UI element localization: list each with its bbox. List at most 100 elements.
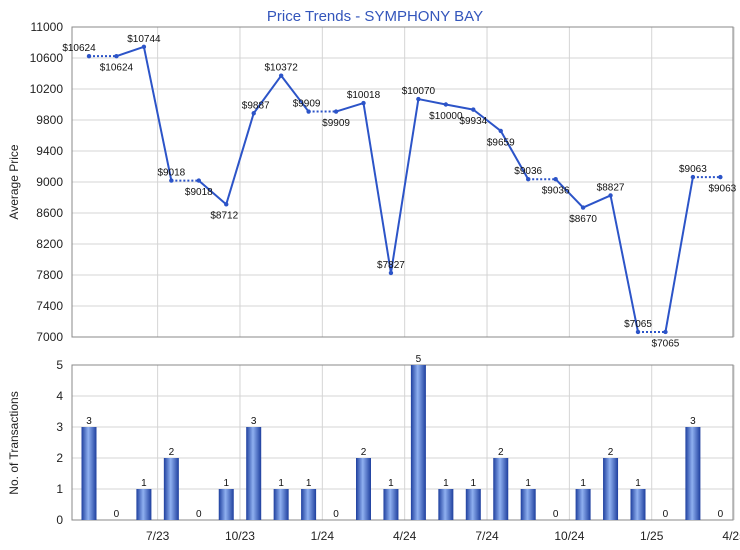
price-data-label: $9909 — [293, 99, 321, 110]
transactions-bar-label: 2 — [498, 447, 504, 458]
price-data-label: $7065 — [652, 338, 680, 349]
price-data-label: $7827 — [377, 260, 405, 271]
transactions-bar — [630, 489, 646, 520]
price-data-label: $8670 — [569, 214, 597, 225]
price-data-label: $10000 — [429, 111, 463, 122]
transactions-bar — [465, 489, 481, 520]
price-point — [361, 100, 366, 106]
price-data-label: $9036 — [514, 166, 542, 177]
transactions-bar — [575, 489, 591, 520]
price-point — [416, 96, 421, 102]
transactions-bar — [218, 489, 234, 520]
price-point — [278, 73, 284, 78]
price-data-label: $9018 — [185, 187, 213, 198]
price-y-tick-label: 11000 — [31, 20, 64, 34]
transactions-y-tick-label: 5 — [56, 358, 63, 372]
transactions-bar-label: 1 — [278, 478, 284, 489]
price-data-label: $9909 — [322, 118, 350, 129]
transactions-bar-label: 3 — [86, 416, 92, 427]
x-tick-label: 7/24 — [475, 529, 499, 543]
price-point — [526, 177, 531, 182]
x-tick-label: 4/25 — [722, 529, 740, 543]
price-point — [86, 53, 92, 59]
price-y-tick-label: 7400 — [36, 299, 63, 313]
price-line-segment — [664, 176, 694, 333]
x-tick-label: 1/25 — [640, 529, 664, 543]
transactions-bar-label: 1 — [580, 478, 586, 489]
transactions-bar — [438, 489, 454, 520]
price-point — [663, 329, 668, 335]
price-plot-frame — [71, 26, 734, 338]
transactions-bar — [81, 427, 97, 520]
chart-title: Price Trends - SYMPHONY BAY — [267, 8, 483, 25]
price-line-segment — [472, 108, 502, 132]
transactions-bar-label: 2 — [169, 447, 175, 458]
transactions-bar — [603, 458, 619, 520]
price-line-segment — [445, 103, 474, 111]
price-data-label: $9887 — [242, 100, 270, 111]
price-y-tick-label: 8600 — [36, 206, 63, 220]
transactions-y-tick-label: 4 — [56, 389, 63, 403]
transactions-bar-label: 0 — [663, 509, 669, 520]
transactions-bar-label: 1 — [141, 478, 147, 489]
transactions-bar-label: 1 — [635, 478, 641, 489]
price-data-label: $10070 — [402, 86, 436, 97]
price-point — [141, 44, 147, 50]
transactions-bar — [301, 489, 317, 520]
x-tick-label: 4/24 — [393, 529, 417, 543]
transactions-bar-label: 1 — [223, 478, 229, 489]
price-y-tick-label: 7800 — [36, 268, 63, 282]
price-data-label: $10018 — [347, 90, 381, 101]
transactions-bar-label: 1 — [443, 478, 449, 489]
transactions-bar-label: 1 — [306, 478, 312, 489]
price-point — [224, 202, 229, 207]
price-y-tick-label: 9400 — [36, 144, 63, 158]
price-line-segment — [362, 102, 392, 274]
price-point — [580, 205, 586, 210]
transactions-plot-frame — [71, 364, 734, 521]
x-tick-label: 7/23 — [146, 529, 170, 543]
price-y-axis-title: Average Price — [7, 144, 21, 219]
price-y-tick-label: 10200 — [30, 82, 64, 96]
transactions-bar-label: 2 — [361, 447, 367, 458]
price-point — [306, 109, 311, 114]
price-data-label: $10372 — [264, 63, 298, 74]
price-line-segment — [142, 46, 173, 181]
transactions-bar-label: 1 — [388, 478, 394, 489]
price-point — [443, 102, 449, 107]
price-point — [169, 178, 174, 183]
transactions-bar — [356, 458, 371, 520]
price-point — [471, 107, 476, 112]
price-data-label: $9659 — [487, 137, 515, 148]
transactions-bar-label: 0 — [196, 509, 202, 520]
price-y-tick-label: 7000 — [36, 330, 63, 344]
transactions-bar-label: 0 — [553, 509, 559, 520]
price-data-label: $10744 — [127, 34, 161, 45]
price-data-label: $8827 — [597, 182, 625, 193]
transactions-bar — [246, 427, 262, 520]
price-point — [388, 270, 394, 276]
transactions-y-tick-label: 3 — [56, 420, 63, 434]
price-line-segment — [280, 75, 310, 113]
transactions-bar-label: 3 — [690, 416, 696, 427]
price-point — [553, 177, 558, 182]
price-data-label: $8712 — [210, 211, 238, 222]
transactions-y-tick-label: 2 — [56, 451, 63, 465]
transactions-bar-label: 0 — [114, 509, 120, 520]
price-line-segment — [389, 98, 420, 274]
transactions-bar-label: 0 — [333, 509, 339, 520]
price-line-segment — [335, 102, 364, 113]
transactions-bar — [685, 427, 701, 520]
price-line-segment — [499, 130, 530, 180]
price-data-label: $9063 — [708, 184, 736, 195]
transactions-bar — [273, 489, 289, 520]
price-line-segment — [418, 98, 447, 106]
transactions-bar — [410, 365, 426, 520]
transactions-bar — [493, 458, 509, 520]
price-point — [608, 193, 613, 198]
price-point — [635, 329, 641, 335]
transactions-bar-label: 0 — [718, 509, 724, 520]
price-data-label: $9934 — [459, 116, 487, 127]
price-data-label: $9036 — [542, 186, 570, 197]
